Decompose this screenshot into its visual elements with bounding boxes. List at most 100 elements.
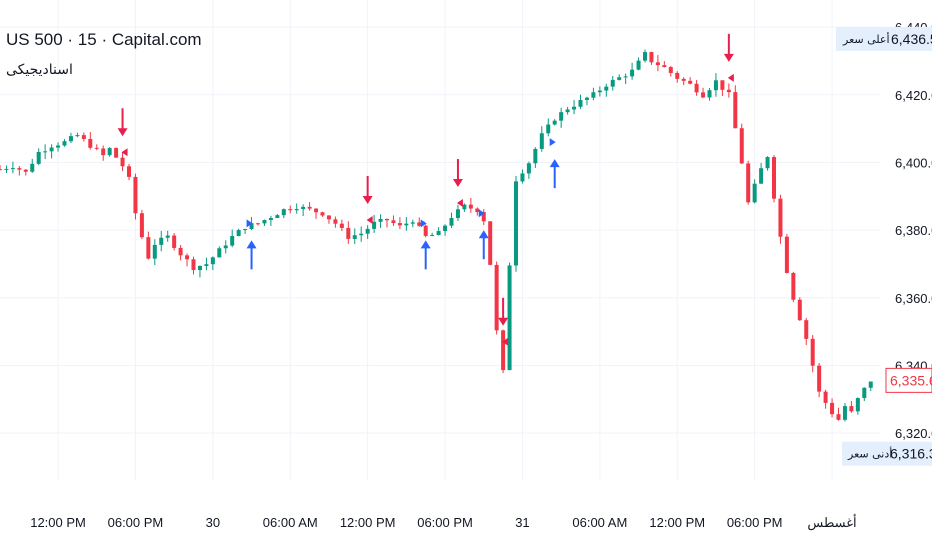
- price-tick-label: 6,360.0: [895, 291, 932, 306]
- candle-body: [617, 77, 622, 80]
- low-price-value: 6,316.3: [890, 446, 932, 462]
- candle-body: [101, 148, 106, 156]
- candle-body: [314, 208, 319, 213]
- candle-body: [713, 80, 718, 91]
- candle-body: [365, 228, 370, 234]
- candle-body: [733, 92, 738, 129]
- candle-body: [223, 245, 228, 249]
- last-price-value: 6,335.6: [890, 372, 932, 388]
- candle-body: [288, 209, 293, 211]
- candle-body: [559, 112, 564, 121]
- candle-body: [823, 391, 828, 403]
- candle-body: [49, 147, 54, 152]
- candle-body: [817, 365, 822, 392]
- candle-body: [275, 215, 280, 219]
- candle-body: [449, 218, 454, 226]
- candle-body: [68, 136, 73, 142]
- candle-body: [662, 65, 667, 68]
- candle-body: [185, 255, 190, 260]
- candle-body: [797, 299, 802, 321]
- buy-marker: [246, 219, 253, 228]
- price-tick-label: 6,380.0: [895, 223, 932, 238]
- candle-body: [372, 221, 377, 229]
- candle-body: [501, 330, 506, 371]
- candle-body: [378, 219, 383, 222]
- candle-body: [385, 219, 389, 221]
- candle-body: [726, 89, 731, 93]
- candle-body: [604, 86, 609, 91]
- candle-body: [668, 67, 673, 73]
- candle-body: [75, 135, 80, 137]
- buy-signal-arrowhead: [549, 159, 560, 168]
- candle-body: [643, 52, 647, 61]
- candle-body: [243, 228, 248, 231]
- candle-body: [707, 90, 712, 98]
- candle-body: [107, 148, 112, 156]
- time-tick-label: 30: [206, 515, 220, 530]
- candle-body: [249, 223, 254, 229]
- candle-body: [597, 90, 602, 93]
- candle-body: [746, 163, 751, 203]
- candle-body: [404, 223, 409, 226]
- sell-marker: [121, 148, 128, 157]
- candle-body: [191, 259, 196, 271]
- buy-signal-arrowhead: [420, 240, 431, 249]
- candle-body: [333, 219, 338, 224]
- symbol-title[interactable]: US 500 · 15 · Capital.com: [6, 30, 202, 49]
- candle-body: [791, 272, 796, 300]
- candle-body: [120, 157, 125, 167]
- candle-body: [830, 402, 835, 415]
- time-tick-label: 06:00 PM: [108, 515, 164, 530]
- candle-body: [339, 223, 344, 228]
- sell-signal-arrowhead: [498, 317, 509, 326]
- buy-marker: [478, 209, 485, 218]
- candle-body: [630, 69, 635, 77]
- candle-body: [430, 235, 435, 237]
- candle-body: [481, 212, 486, 222]
- candle-body: [307, 206, 312, 209]
- low-price-tag: [842, 441, 932, 466]
- sell-marker: [366, 215, 373, 224]
- candle-body: [649, 52, 654, 63]
- candle-body: [565, 109, 570, 113]
- candle-body: [610, 79, 615, 87]
- candle-body: [423, 225, 428, 236]
- candle-body: [417, 222, 422, 226]
- candle-body: [4, 168, 9, 170]
- candle-body: [836, 414, 841, 420]
- candle-body: [62, 141, 67, 146]
- candle-body: [146, 237, 151, 259]
- candle-body: [133, 176, 138, 214]
- candle-body: [578, 99, 583, 107]
- time-tick-label: 06:00 PM: [727, 515, 783, 530]
- buy-signal-arrowhead: [478, 230, 489, 239]
- candle-body: [81, 135, 86, 139]
- candle-body: [0, 169, 2, 171]
- candle-body: [533, 148, 538, 164]
- candle-body: [739, 128, 744, 164]
- low-price-label: أدنى سعر: [847, 447, 892, 461]
- time-tick-label: 06:00 AM: [263, 515, 318, 530]
- candle-body: [114, 148, 119, 158]
- candle-body: [778, 198, 783, 237]
- candle-body: [326, 215, 331, 220]
- candle-body: [262, 220, 267, 224]
- candle-body: [17, 168, 22, 170]
- candle-body: [514, 181, 518, 266]
- candle-body: [346, 227, 351, 239]
- candle-body: [391, 220, 396, 224]
- candle-body: [765, 157, 770, 169]
- time-tick-label: 31: [515, 515, 529, 530]
- candle-body: [688, 80, 693, 84]
- candle-body: [526, 163, 531, 174]
- candle-body: [681, 78, 686, 81]
- candle-body: [752, 183, 757, 203]
- candle-body: [217, 248, 222, 258]
- candle-body: [88, 138, 93, 148]
- candle-body: [623, 76, 628, 78]
- candle-body: [443, 225, 448, 232]
- buy-marker: [420, 219, 427, 228]
- sell-marker: [456, 199, 463, 208]
- high-price-tag: [836, 26, 932, 51]
